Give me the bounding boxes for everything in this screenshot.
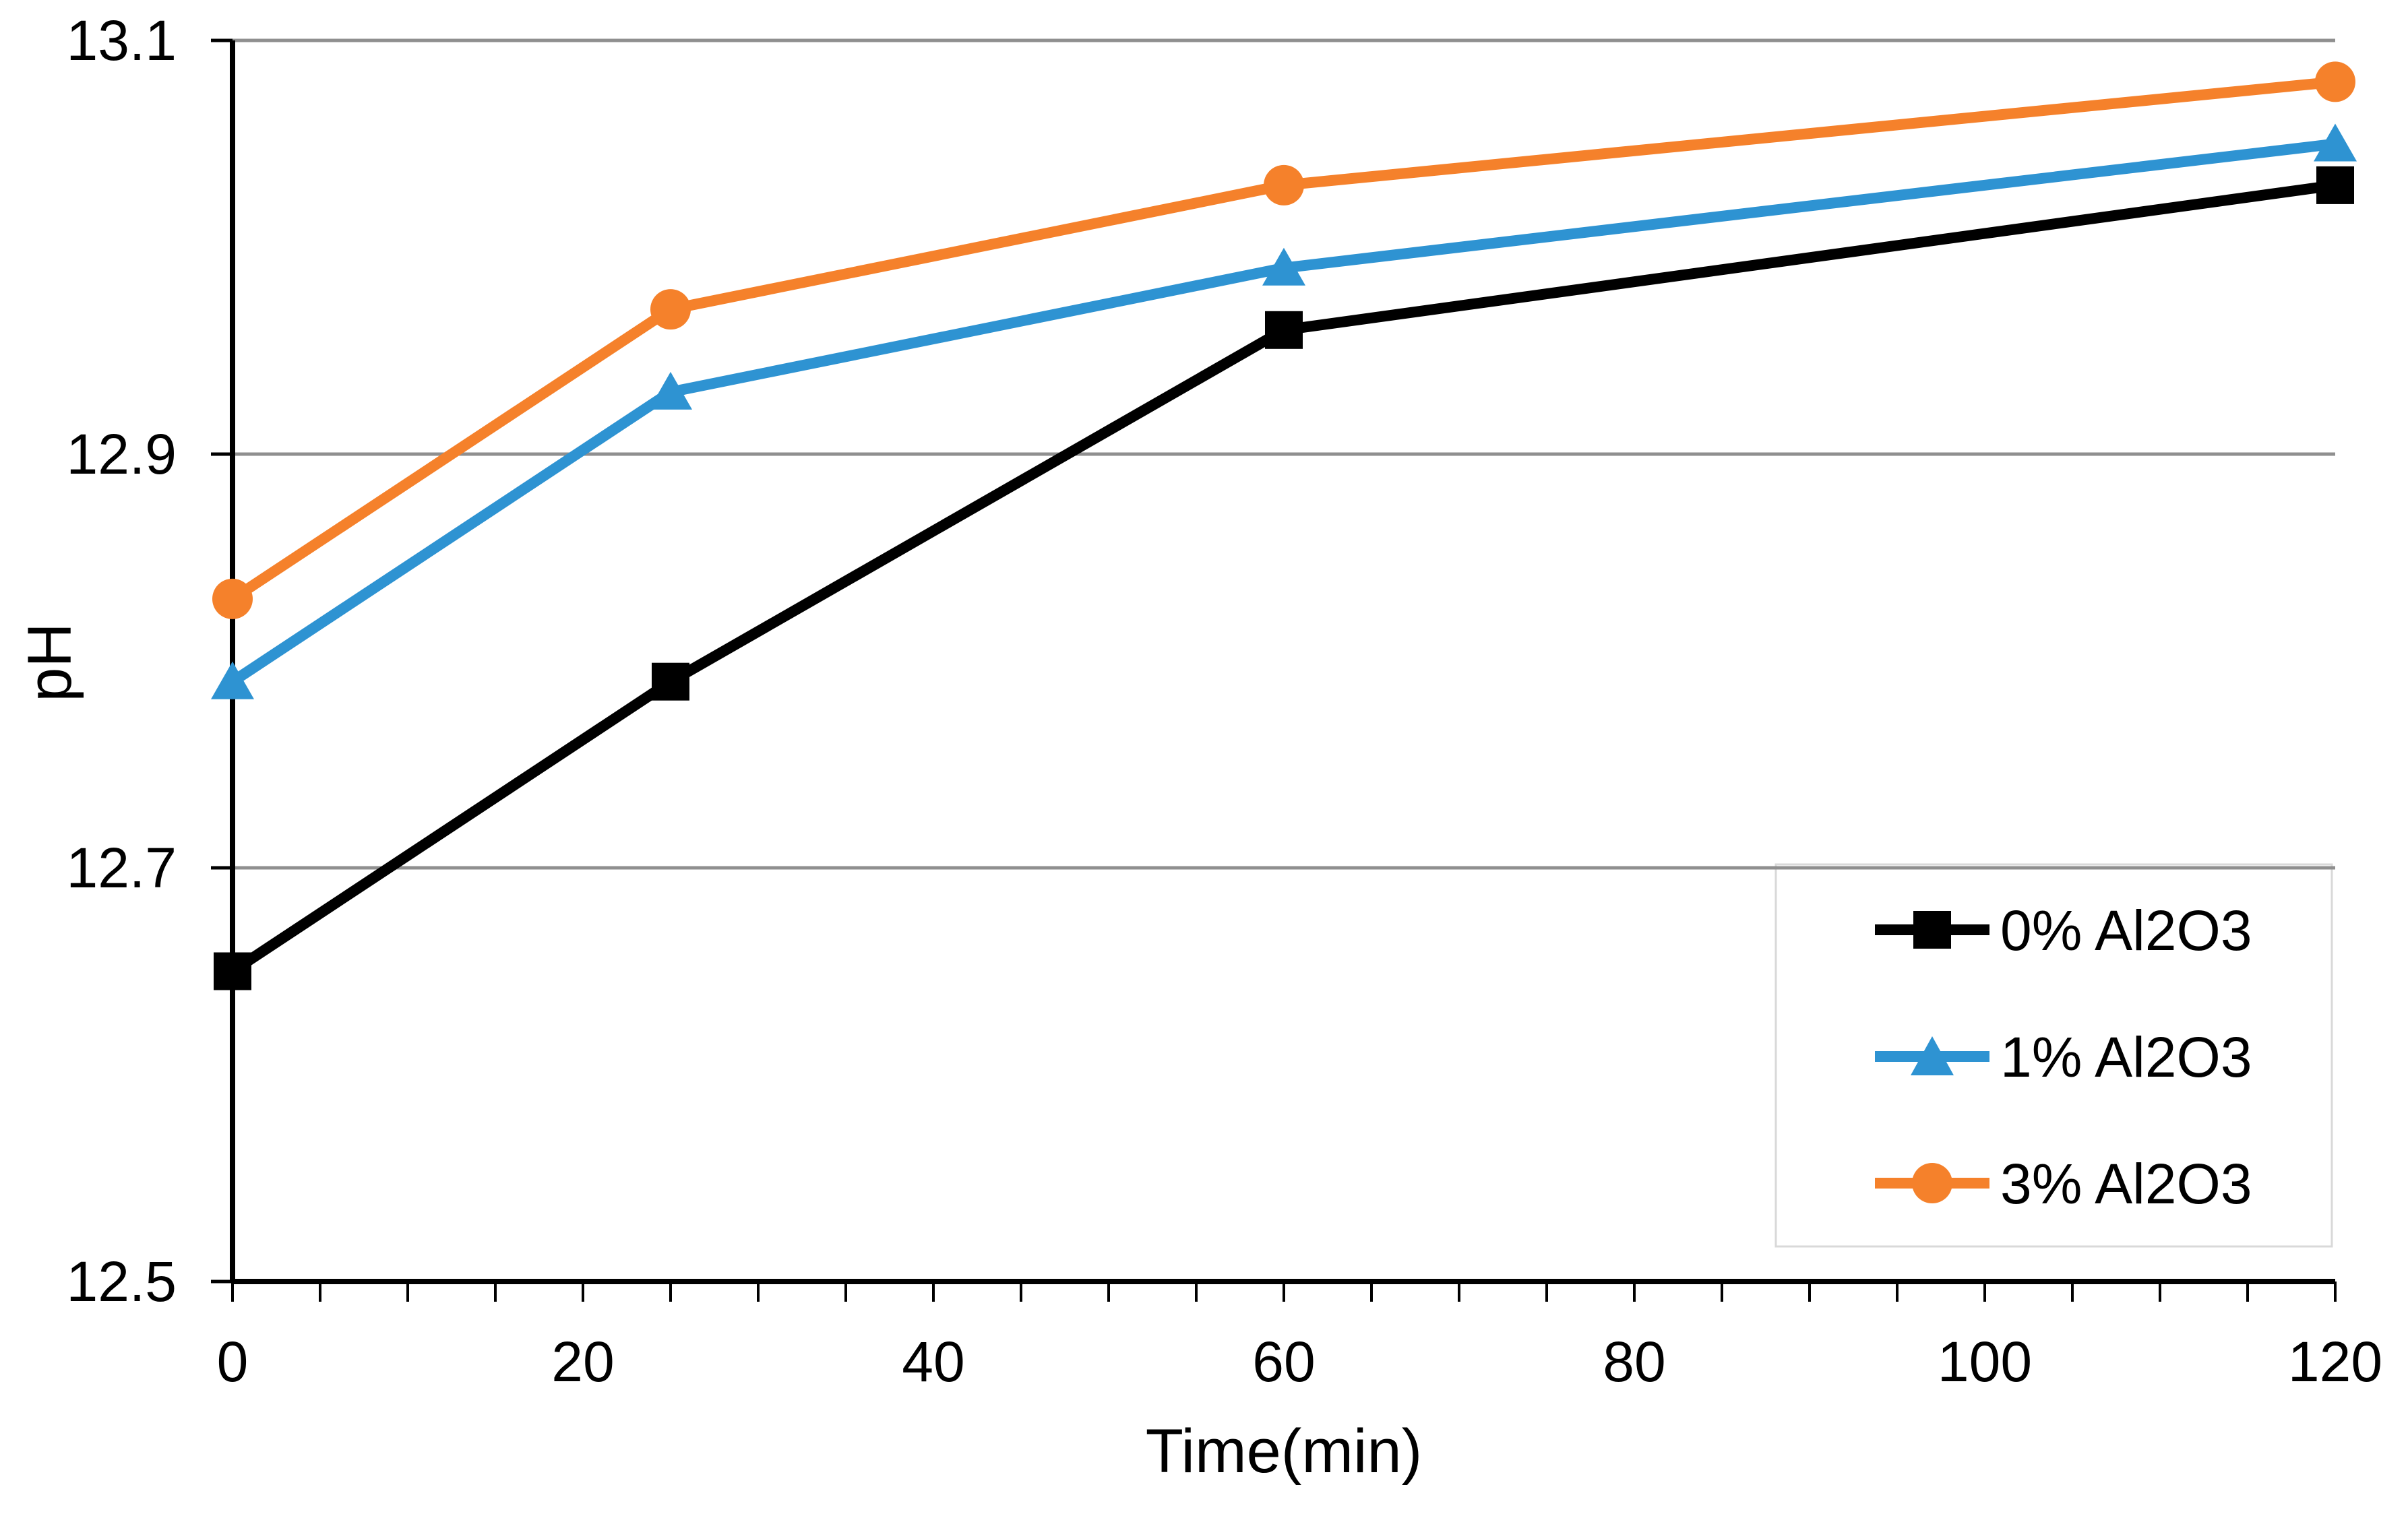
x-tick-label: 100 [1938,1330,2032,1393]
y-axis-title: pH [16,623,84,702]
marker-triangle [649,371,692,410]
marker-circle [2315,61,2355,102]
marker-square [1265,311,1303,349]
x-tick-label: 20 [551,1330,614,1393]
marker-circle [650,289,691,330]
x-tick-label: 40 [902,1330,964,1393]
marker-square [2316,166,2354,204]
gridlines-layer [233,38,2335,870]
marker-triangle [211,661,254,699]
y-tick-label: 13.1 [67,9,177,72]
x-tick-label: 0 [217,1330,249,1393]
marker-circle [212,578,253,619]
y-tick-label: 12.7 [67,836,177,899]
series-line-2 [229,76,2336,604]
marker-square [214,952,251,990]
x-tick-label: 80 [1603,1330,1665,1393]
legend-label: 3% Al2O3 [2000,1152,2252,1215]
series-layer [211,61,2357,990]
legend-label: 1% Al2O3 [2000,1025,2252,1089]
y-tick-label: 12.9 [67,422,177,486]
legend-item-3-al2o3: 3% Al2O3 [1875,1152,2252,1215]
legend-square-icon [1913,911,1951,949]
tick-labels-layer: 12.5 12.7 12.9 13.1 0 20 40 60 80 100 120 [67,9,2383,1393]
legend: 0% Al2O3 1% Al2O3 3% Al2O3 [1875,899,2252,1215]
marker-triangle [2314,123,2357,162]
y-tick-label: 12.5 [67,1250,177,1313]
legend-item-1-al2o3: 1% Al2O3 [1875,1025,2252,1089]
marker-square [652,662,689,701]
marker-triangle [1262,247,1305,286]
x-tick-label: 60 [1252,1330,1315,1393]
legend-label: 0% Al2O3 [2000,899,2252,962]
legend-circle-icon [1912,1163,1952,1203]
ticks-layer [211,38,2337,1302]
series-line-0 [229,179,2337,976]
x-tick-label: 120 [2288,1330,2382,1393]
series-line-1 [229,138,2336,687]
x-axis-title: Time(min) [1146,1417,1423,1486]
marker-circle [1264,164,1304,205]
legend-triangle-icon [1911,1036,1954,1075]
legend-box [1774,863,2333,1248]
legend-item-0-al2o3: 0% Al2O3 [1875,899,2252,962]
